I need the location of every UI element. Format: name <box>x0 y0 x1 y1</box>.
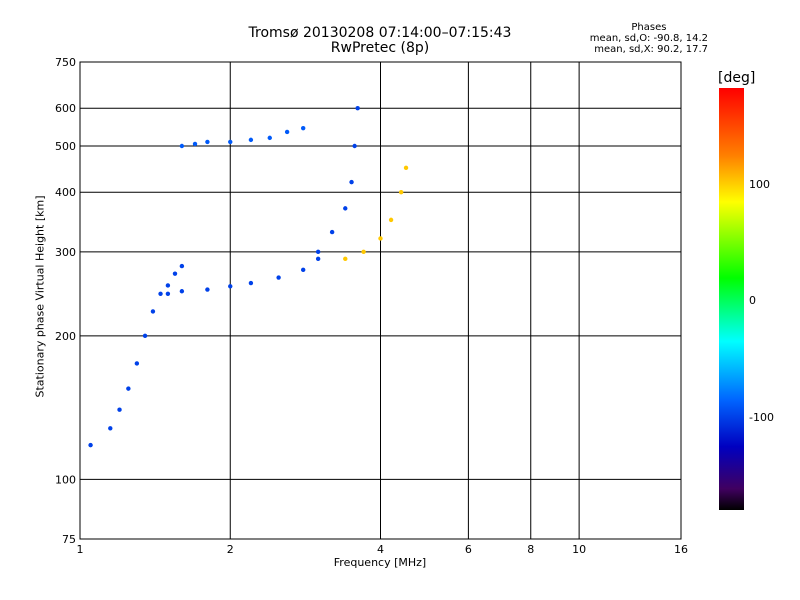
x-tick-label: 6 <box>465 543 472 556</box>
data-point <box>172 271 178 276</box>
x-tick-label: 1 <box>77 543 84 556</box>
chart-subtitle: RwPretec (8p) <box>330 40 430 56</box>
data-point <box>228 139 233 145</box>
y-tick-label: 100 <box>55 473 76 486</box>
y-tick-label: 400 <box>55 186 76 199</box>
y-tick-label: 500 <box>55 140 76 153</box>
data-point <box>300 267 306 273</box>
y-tick-label: 200 <box>55 330 76 343</box>
data-point <box>361 249 366 255</box>
data-point <box>267 135 272 141</box>
chart-title: Tromsø 20130208 07:14:00–07:15:43 <box>248 25 512 41</box>
data-point <box>343 206 348 211</box>
x-tick-label: 4 <box>377 543 384 556</box>
y-tick-label: 750 <box>55 56 76 69</box>
phase-stats: Phases mean, sd,O: -90.8, 14.2 mean, sd,… <box>590 22 708 55</box>
data-point <box>150 309 156 314</box>
data-point <box>165 291 171 296</box>
data-point <box>158 291 163 296</box>
data-point <box>192 141 198 147</box>
data-point <box>179 143 185 149</box>
data-point <box>276 275 281 280</box>
y-tick-label: 300 <box>55 246 76 259</box>
data-point <box>248 137 254 143</box>
data-point <box>248 280 254 286</box>
data-point <box>315 249 321 255</box>
data-point <box>343 256 348 262</box>
data-point <box>117 407 122 412</box>
y-axis-label: Stationary phase Virtual Height [km] <box>33 195 47 398</box>
data-point <box>398 190 404 195</box>
colorbar-tick-neg100: -100 <box>749 411 774 424</box>
x-tick-labels: 1 2 4 6 8 10 16 <box>77 543 689 556</box>
x-tick-label: 8 <box>527 543 534 556</box>
x-tick-label: 2 <box>227 543 234 556</box>
data-point <box>315 256 321 262</box>
data-points <box>88 106 409 448</box>
data-point <box>126 386 131 391</box>
data-point <box>228 284 233 289</box>
data-point <box>108 426 113 431</box>
data-point <box>179 263 185 269</box>
y-tick-label: 75 <box>62 533 76 546</box>
data-point <box>388 217 394 223</box>
data-point <box>179 289 185 294</box>
data-point <box>355 106 360 111</box>
data-point <box>134 361 140 366</box>
plot-frame <box>79 61 682 540</box>
data-point <box>352 143 357 149</box>
phase-stats-x: mean, sd,X: 90.2, 17.7 <box>594 44 708 55</box>
data-point <box>142 333 148 339</box>
data-point <box>300 125 306 131</box>
grid-lines <box>80 62 681 539</box>
data-point <box>403 165 409 171</box>
data-point <box>349 179 354 185</box>
data-point <box>205 139 210 145</box>
x-tick-label: 10 <box>572 543 586 556</box>
y-tick-label: 600 <box>55 102 76 115</box>
phase-stats-heading: Phases <box>631 22 667 33</box>
phase-stats-o: mean, sd,O: -90.8, 14.2 <box>589 33 708 44</box>
colorbar-tick-100: 100 <box>749 178 770 191</box>
data-point <box>329 229 335 235</box>
data-point <box>88 442 93 448</box>
data-point <box>284 129 290 135</box>
colorbar-tick-0: 0 <box>749 294 756 307</box>
data-point <box>165 283 171 288</box>
colorbar <box>719 88 744 510</box>
colorbar-title: [deg] <box>718 70 756 86</box>
data-point <box>378 236 383 241</box>
x-tick-label: 16 <box>674 543 688 556</box>
data-point <box>205 287 210 292</box>
y-tick-labels: 75 100 200 300 400 500 600 750 <box>55 56 76 546</box>
x-axis-label: Frequency [MHz] <box>333 556 427 569</box>
